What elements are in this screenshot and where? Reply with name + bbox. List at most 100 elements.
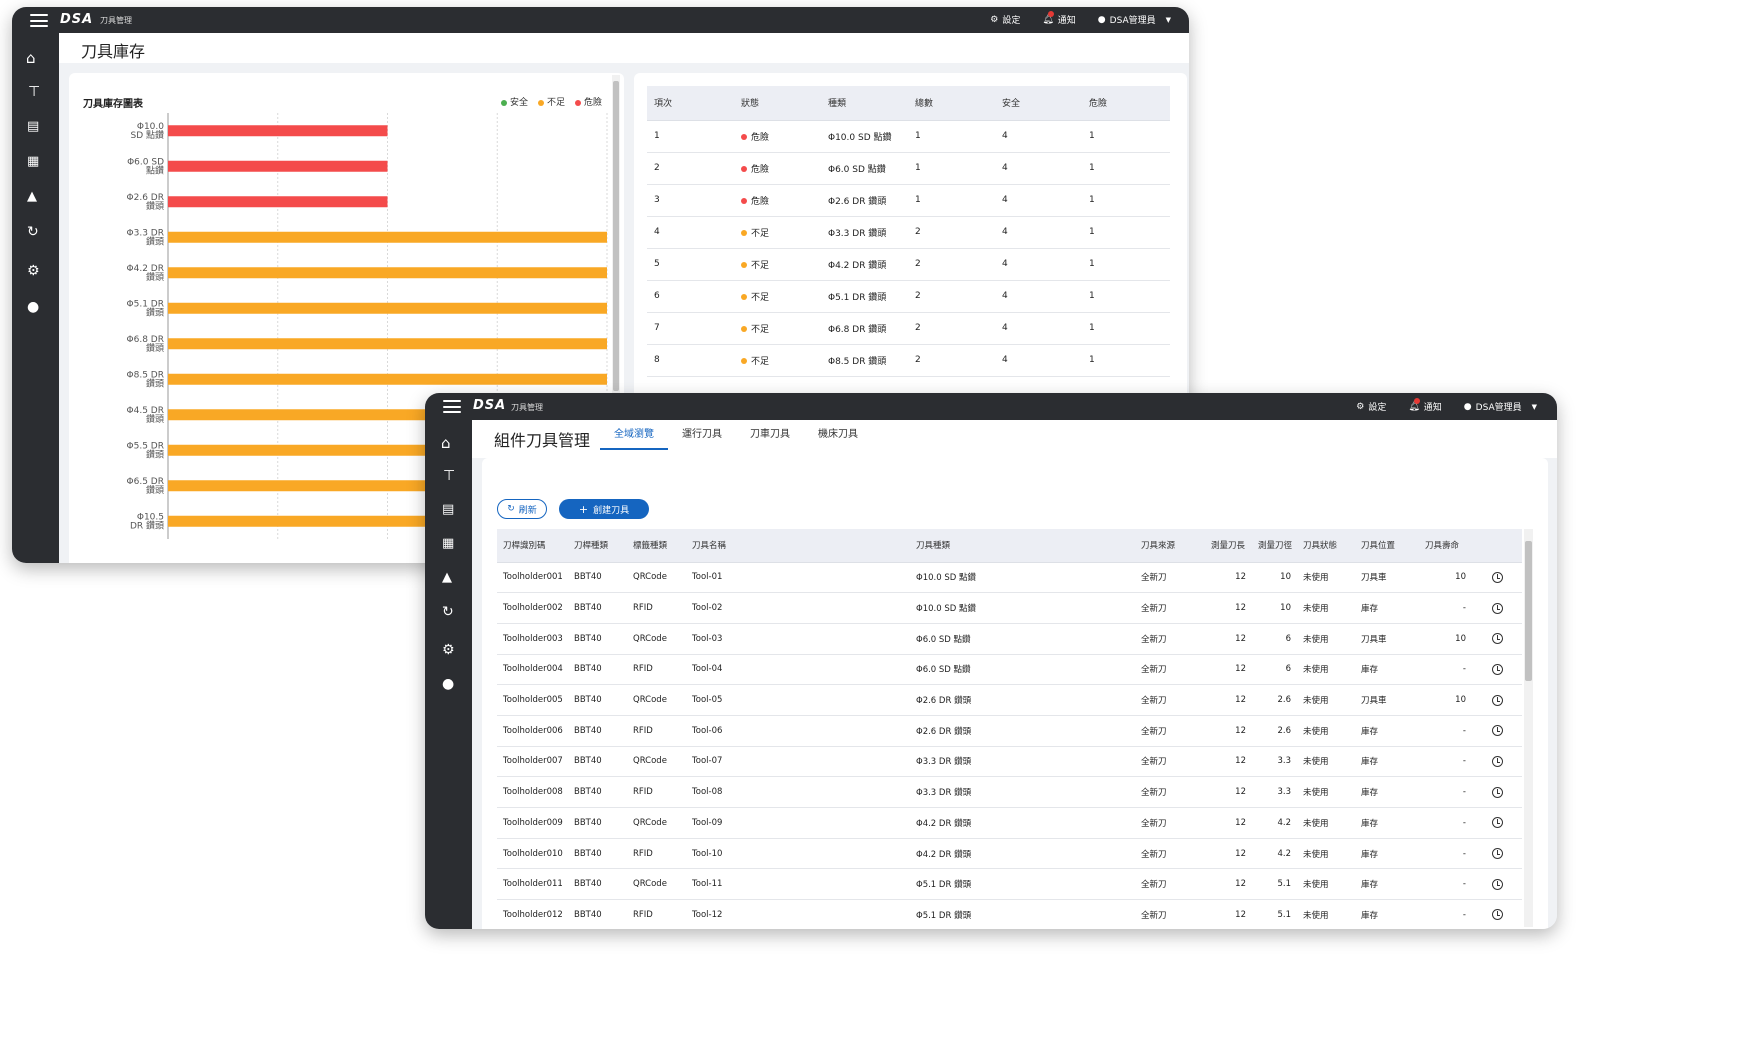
table-row[interactable]: Toolholder002 BBT40 RFID Tool-02 Φ10.0 SD 點鑽… <box>497 592 1522 624</box>
table-row[interactable]: Toolholder003 BBT40 QRCode Tool-03 Φ6.0 SD 點… <box>497 623 1522 655</box>
settings-button[interactable]: ⚙ 設定 <box>1356 401 1387 414</box>
table-row[interactable]: 8 不足 Φ8.5 DR 鑽頭 2 4 1 <box>647 344 1170 377</box>
cell-holder-type: BBT40 <box>568 899 627 929</box>
account-icon: ● <box>1463 401 1472 412</box>
y-tick-label: Φ5.1 DR <box>127 299 164 309</box>
tab-cart-tools[interactable]: 刀車刀具 <box>750 429 790 440</box>
cell-type: Φ6.0 SD 點鑽 <box>821 152 908 185</box>
storefront-icon[interactable]: ▤ <box>442 502 455 517</box>
cell-tool-source: 全新刀 <box>1135 776 1205 808</box>
notifications-button[interactable]: 🔔︎ 通知 <box>1042 11 1076 26</box>
tool-icon[interactable]: ⊤ <box>28 84 41 100</box>
table-row[interactable]: Toolholder001 BBT40 QRCode Tool-01 Φ10.0 SD … <box>497 562 1522 594</box>
tab-machine-tools[interactable]: 機床刀具 <box>818 429 858 440</box>
history-icon[interactable] <box>1491 786 1503 798</box>
create-tool-button[interactable]: + 創建刀具 <box>559 499 649 519</box>
table-row[interactable]: 5 不足 Φ4.2 DR 鑽頭 2 4 1 <box>647 248 1170 281</box>
table-row[interactable]: Toolholder007 BBT40 QRCode Tool-07 Φ3.3 DR 鑽… <box>497 746 1522 778</box>
menu-icon[interactable] <box>443 400 461 413</box>
user-menu[interactable]: ● DSA管理員 ▼ <box>1097 14 1171 27</box>
cell-length: 12 <box>1205 807 1252 839</box>
y-tick-label: Φ10.0 <box>137 122 164 132</box>
inventory-doc-icon[interactable]: ▦ <box>27 154 40 169</box>
table-row[interactable]: 1 危險 Φ10.0 SD 點鑽 1 4 1 <box>647 120 1170 153</box>
y-tick-label: DR 鑽頭 <box>130 519 164 531</box>
table-row[interactable]: Toolholder005 BBT40 QRCode Tool-05 Φ2.6 DR 鑽… <box>497 684 1522 716</box>
table-row[interactable]: Toolholder008 BBT40 RFID Tool-08 Φ3.3 DR 鑽頭全… <box>497 776 1522 808</box>
tab-running-tools[interactable]: 運行刀具 <box>682 429 722 440</box>
col-header-actions <box>1472 529 1522 563</box>
page-title: 刀具庫存 <box>81 42 146 61</box>
status-dot <box>741 166 747 172</box>
history-icon[interactable] <box>1491 663 1503 675</box>
gear-icon[interactable]: ⚙ <box>27 263 40 279</box>
col-header: 安全 <box>995 86 1082 121</box>
table-row[interactable]: 4 不足 Φ3.3 DR 鑽頭 2 4 1 <box>647 216 1170 249</box>
home-icon[interactable]: ⌂ <box>26 49 36 67</box>
history-icon[interactable] <box>1491 909 1503 921</box>
gear-icon[interactable]: ⚙ <box>442 642 455 658</box>
table-scrollbar-thumb[interactable] <box>1525 541 1532 681</box>
cell-holder-type: BBT40 <box>568 715 627 747</box>
table-row[interactable]: Toolholder006 BBT40 RFID Tool-06 Φ2.6 DR 鑽頭全… <box>497 715 1522 747</box>
table-row[interactable]: 7 不足 Φ6.8 DR 鑽頭 2 4 1 <box>647 312 1170 345</box>
table-row[interactable]: Toolholder010 BBT40 RFID Tool-10 Φ4.2 DR 鑽頭全… <box>497 838 1522 870</box>
history-icon[interactable] <box>1491 755 1503 767</box>
legend-danger-swatch <box>574 99 581 106</box>
user-icon[interactable]: ● <box>27 299 40 315</box>
settings-button[interactable]: ⚙ 設定 <box>990 14 1021 27</box>
history-icon[interactable] <box>1491 633 1503 645</box>
history-icon[interactable] <box>1491 694 1503 706</box>
cell-life: - <box>1419 592 1472 624</box>
cell-tool-source: 全新刀 <box>1135 746 1205 778</box>
menu-icon[interactable] <box>30 14 48 27</box>
user-menu[interactable]: ● DSA管理員 ▼ <box>1463 401 1537 414</box>
app-name: 刀具管理 <box>511 403 543 412</box>
tab-global-browse[interactable]: 全域瀏覽 <box>600 420 668 458</box>
inventory-doc-icon[interactable]: ▦ <box>442 536 455 551</box>
cell-state: 未使用 <box>1297 592 1355 624</box>
table-header-row: 項次 狀態 種類 總數 安全 危險 <box>647 86 1170 121</box>
table-row[interactable]: Toolholder012 BBT40 RFID Tool-12 Φ5.1 DR 鑽頭全… <box>497 899 1522 929</box>
tool-icon[interactable]: ⊤ <box>443 468 456 484</box>
table-scrollbar[interactable] <box>1524 529 1533 927</box>
table-row[interactable]: Toolholder009 BBT40 QRCode Tool-09 Φ4.2 DR 鑽… <box>497 807 1522 839</box>
history-icon[interactable] <box>1491 571 1503 583</box>
history-icon[interactable] <box>1491 878 1503 890</box>
history-icon[interactable]: ↻ <box>442 604 454 620</box>
history-icon[interactable] <box>1491 725 1503 737</box>
notifications-button[interactable]: 🔔︎ 通知 <box>1408 398 1442 413</box>
history-icon[interactable] <box>1491 817 1503 829</box>
cell-holder-type: BBT40 <box>568 623 627 655</box>
chart-scrollbar-thumb[interactable] <box>613 81 619 391</box>
cell-type: Φ10.0 SD 點鑽 <box>821 120 908 153</box>
cell-tool-type: Φ2.6 DR 鑽頭 <box>910 715 1135 747</box>
user-icon[interactable]: ● <box>442 676 455 692</box>
y-tick-label: 鑽頭 <box>146 235 164 247</box>
table-row[interactable]: Toolholder004 BBT40 RFID Tool-04 Φ6.0 SD 點鑽全… <box>497 654 1522 686</box>
cell-holder-id: Toolholder011 <box>497 868 568 901</box>
factory-icon[interactable]: ▲ <box>27 189 37 204</box>
chart-scrollbar[interactable] <box>612 75 620 563</box>
y-tick-label: Φ2.6 DR <box>127 193 164 203</box>
cell-tool-name: Tool-08 <box>686 776 910 808</box>
cell-life: - <box>1419 654 1472 686</box>
table-row[interactable]: 6 不足 Φ5.1 DR 鑽頭 2 4 1 <box>647 280 1170 313</box>
history-icon[interactable] <box>1491 848 1503 860</box>
storefront-icon[interactable]: ▤ <box>27 119 40 134</box>
history-icon[interactable] <box>1491 602 1503 614</box>
notification-dot <box>1414 398 1421 404</box>
refresh-button[interactable]: ↻ 刷新 <box>497 499 547 519</box>
cell-status: 不足 <box>734 280 821 313</box>
table-row[interactable]: 2 危險 Φ6.0 SD 點鑽 1 4 1 <box>647 152 1170 185</box>
status-label: 危險 <box>751 196 770 207</box>
cell-tag-type: RFID <box>627 776 686 808</box>
cell-length: 12 <box>1205 746 1252 778</box>
table-row[interactable]: Toolholder011 BBT40 QRCode Tool-11 Φ5.1 DR 鑽… <box>497 868 1522 901</box>
table-row[interactable]: 3 危險 Φ2.6 DR 鑽頭 1 4 1 <box>647 184 1170 217</box>
home-icon[interactable]: ⌂ <box>441 434 451 452</box>
history-icon[interactable]: ↻ <box>27 224 39 240</box>
cell-actions <box>1472 715 1522 747</box>
cell-tool-type: Φ5.1 DR 鑽頭 <box>910 899 1135 929</box>
factory-icon[interactable]: ▲ <box>442 570 452 585</box>
